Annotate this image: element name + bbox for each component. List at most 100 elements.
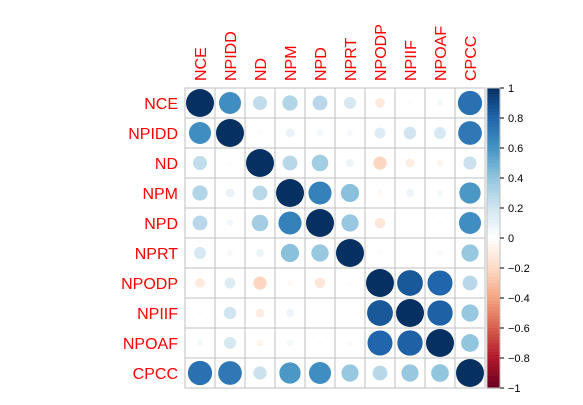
corr-circle-npodp-cpcc (462, 275, 478, 291)
row-label-npm: NPM (142, 186, 178, 203)
corr-circle-npiif-npidd (223, 306, 237, 320)
colorbar-segment (487, 184, 500, 188)
colorbar-segment (487, 214, 500, 218)
corr-circle-npiif-npoaf (427, 300, 453, 326)
row-label-npd: NPD (144, 216, 178, 233)
colorbar-segment (487, 328, 500, 332)
colorbar-segment (487, 133, 500, 137)
grid-cell (304, 297, 336, 329)
colorbar-segment (487, 382, 500, 386)
colorbar-segment (487, 97, 500, 101)
corr-circle-npd-nd (251, 214, 269, 232)
grid-cell (454, 327, 486, 359)
corr-circle-npiif-npiif (396, 299, 424, 327)
colorbar-segment (487, 352, 500, 356)
colorbar: 1 0.8 0.6 0.4 0.2 0 −0.2 −0.4 −0.6 −0.8 −1 (486, 83, 530, 395)
colorbar-tick-label: −0.8 (508, 353, 530, 365)
colorbar-segment (487, 220, 500, 224)
colorbar-segment (487, 250, 500, 254)
row-label-nprt: NPRT (135, 246, 178, 263)
corr-circle-npm-npm (276, 179, 304, 207)
colorbar-segment (487, 235, 500, 239)
colorbar-tick-label: −0.6 (508, 323, 530, 335)
corr-circle-npd-nprt (341, 214, 359, 232)
grid-cell (394, 207, 426, 239)
corr-circle-npd-npm (278, 211, 302, 235)
colorbar-segment (487, 241, 500, 245)
colorbar-segment (487, 277, 500, 281)
column-label-npiif: NPIIF (403, 40, 420, 81)
colorbar-segment (487, 259, 500, 263)
corr-circle-nce-npm (282, 95, 298, 111)
corr-circle-nprt-npidd (226, 249, 234, 257)
corr-circle-npoaf-npodp (367, 330, 393, 356)
row-label-nce: NCE (144, 96, 178, 113)
grid-cell (454, 267, 486, 299)
corr-circle-npd-npodp (374, 217, 386, 229)
corr-circle-cpcc-nd (253, 366, 267, 380)
corr-circle-npidd-npiif (403, 126, 417, 140)
colorbar-segment (487, 340, 500, 344)
colorbar-segment (487, 262, 500, 266)
corr-circle-npoaf-npoaf (426, 329, 454, 357)
corr-circle-npd-npd (306, 209, 334, 237)
colorbar-segment (487, 187, 500, 191)
colorbar-segment (487, 289, 500, 293)
colorbar-segment (487, 115, 500, 119)
corr-circle-nprt-nprt (336, 239, 364, 267)
colorbar-segment (487, 310, 500, 314)
corr-circle-npidd-cpcc (458, 121, 482, 145)
corr-circle-nce-npd (312, 95, 328, 111)
colorbar-segment (487, 322, 500, 326)
corr-circle-nce-nd (253, 96, 267, 110)
matrix-circles (186, 89, 484, 387)
column-label-npidd: NPIDD (223, 31, 240, 81)
column-label-nprt: NPRT (343, 38, 360, 81)
column-label-npm: NPM (283, 45, 300, 81)
corr-circle-npodp-nd (253, 276, 267, 290)
grid-cell (214, 147, 246, 179)
colorbar-segment (487, 367, 500, 371)
colorbar-segment (487, 145, 500, 149)
colorbar-segment (487, 169, 500, 173)
corr-circle-nce-npidd (218, 91, 242, 115)
colorbar-segment (487, 172, 500, 176)
corr-circle-nd-nprt (346, 159, 354, 167)
colorbar-segment (487, 124, 500, 128)
colorbar-segment (487, 157, 500, 161)
corr-circle-npidd-nd (258, 131, 262, 135)
corr-circle-npiif-npm (286, 309, 294, 317)
colorbar-segment (487, 283, 500, 287)
corr-circle-npidd-npodp (374, 127, 386, 139)
colorbar-segment (487, 286, 500, 290)
corr-circle-npidd-nprt (346, 129, 354, 137)
corr-circle-npd-cpcc (458, 211, 482, 235)
corr-circle-cpcc-npidd (218, 361, 242, 385)
colorbar-segment (487, 100, 500, 104)
colorbar-segment (487, 160, 500, 164)
colorbar-segment (487, 226, 500, 230)
colorbar-segment (487, 217, 500, 221)
grid-cell (334, 297, 366, 329)
colorbar-segment (487, 292, 500, 296)
corr-circle-nd-nd (246, 149, 274, 177)
corr-circle-npd-npidd (226, 219, 234, 227)
corr-circle-npodp-nprt (348, 281, 352, 285)
corr-circle-nce-npoaf (436, 99, 444, 107)
colorbar-tick-label: 0.8 (508, 113, 523, 125)
colorbar-segment (487, 361, 500, 365)
colorbar-segment (487, 139, 500, 143)
corr-circle-npidd-npm (285, 128, 295, 138)
colorbar-segment (487, 181, 500, 185)
corr-circle-npoaf-npm (286, 339, 294, 347)
column-label-npoaf: NPOAF (433, 26, 450, 81)
colorbar-segment (487, 268, 500, 272)
colorbar-segment (487, 313, 500, 317)
colorbar-segment (487, 196, 500, 200)
row-label-npoaf: NPOAF (123, 336, 178, 353)
colorbar-segment (487, 346, 500, 350)
colorbar-segment (487, 265, 500, 269)
column-label-npd: NPD (313, 47, 330, 81)
corr-circle-npoaf-npidd (224, 337, 236, 349)
